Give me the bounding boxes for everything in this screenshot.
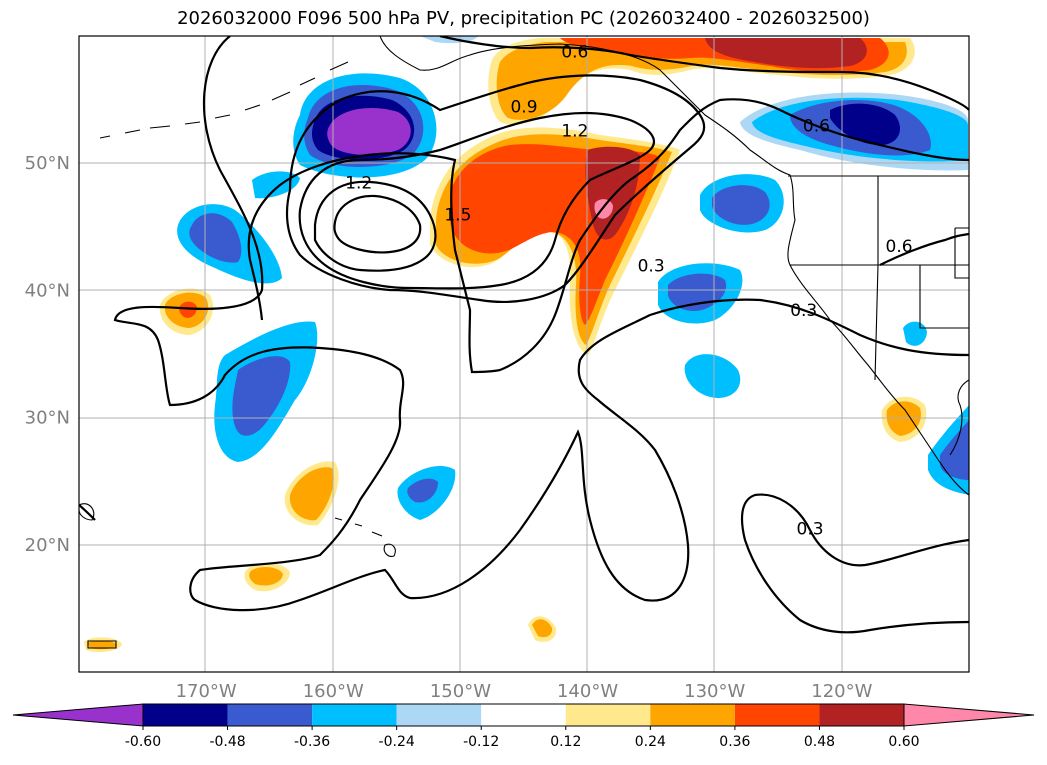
positive-precip-region	[532, 619, 553, 638]
longitude-label: 140°W	[557, 681, 618, 702]
negative-precip-region	[684, 354, 741, 398]
contour-label: 1.5	[444, 205, 471, 225]
colorbar-frame	[142, 703, 905, 727]
pv-contour-0.3	[113, 36, 969, 612]
colorbar-segment	[650, 704, 735, 726]
pv-contour-0.9	[285, 74, 706, 303]
longitude-label: 170°W	[176, 681, 237, 702]
negative-precip-region	[232, 356, 291, 436]
longitude-labels: 170°W 160°W 150°W 140°W 130°W 120°W	[176, 681, 873, 702]
positive-precip-region	[88, 640, 117, 650]
aleutian-islands	[99, 61, 349, 139]
longitude-label: 160°W	[303, 681, 364, 702]
pv-contour-0.6-east	[879, 232, 969, 266]
colorbar-tick-label: 0.48	[804, 734, 835, 750]
pv-contour-0.3-south	[740, 493, 969, 634]
contour-label: 0.3	[638, 256, 665, 276]
colorbar-tick-label: 0.24	[635, 734, 666, 750]
positive-precip-region	[179, 301, 197, 318]
coastlines	[79, 36, 969, 649]
negative-precip-region	[189, 213, 242, 263]
map-frame	[78, 35, 970, 673]
latitude-label: 20°N	[25, 535, 70, 556]
pv-contour-0.6	[247, 36, 969, 374]
negative-precip-region	[940, 420, 969, 480]
pv-contour-1.8	[333, 194, 422, 254]
colorbar-tick-label: -0.12	[463, 734, 499, 750]
colorbar-tick-label: -0.60	[125, 734, 161, 750]
pv-contour-1.5	[313, 180, 437, 272]
colorbar-tick-label: -0.24	[379, 734, 415, 750]
contour-label: 0.3	[790, 301, 817, 321]
contour-label: 0.6	[561, 43, 588, 63]
latitude-label: 40°N	[25, 280, 70, 301]
hawaii-islands	[334, 517, 396, 557]
map-area: 0.6 0.9 1.2 0.6 1.2 1.5 0.3 0.6 0.3 0.3	[79, 36, 969, 672]
contour-label: 1.2	[345, 174, 372, 194]
colorbar-extend-high	[903, 703, 1035, 727]
colorbar-extend-low	[12, 703, 144, 727]
contour-labels: 0.6 0.9 1.2 0.6 1.2 1.5 0.3 0.6 0.3 0.3	[345, 43, 913, 540]
island	[87, 640, 117, 649]
contour-label: 1.2	[561, 121, 588, 141]
north-america-coast	[379, 36, 969, 496]
island	[79, 503, 95, 521]
colorbar-segment	[481, 704, 566, 726]
negative-precip-region	[712, 185, 770, 225]
longitude-label: 120°W	[811, 681, 872, 702]
negative-precip-region	[830, 103, 900, 145]
us-state-border	[790, 176, 969, 381]
colorbar: -0.60 -0.48 -0.36 -0.24 -0.12 0.12 0.24 0.36 0.4…	[12, 703, 1035, 750]
longitude-label: 130°W	[684, 681, 745, 702]
contour-label: 0.3	[797, 520, 824, 540]
contour-label: 0.6	[803, 116, 830, 136]
precip-shading	[84, 36, 969, 652]
longitude-label: 150°W	[430, 681, 491, 702]
negative-precip-region	[407, 478, 438, 503]
positive-precip-region	[249, 566, 283, 586]
colorbar-segment	[819, 704, 904, 726]
colorbar-segment	[312, 704, 397, 726]
positive-precip-region	[886, 401, 921, 436]
colorbar-segment	[396, 704, 482, 726]
pv-contour-nw-loop	[79, 504, 96, 521]
colorbar-tick-label: 0.36	[719, 734, 750, 750]
colorbar-tick-label: -0.48	[209, 734, 245, 750]
latitude-label: 50°N	[25, 153, 70, 174]
negative-precip-region	[252, 171, 300, 199]
latitude-labels: 20°N 30°N 40°N 50°N	[25, 153, 70, 556]
colorbar-segment	[565, 704, 651, 726]
colorbar-segment	[734, 704, 820, 726]
latitude-label: 30°N	[25, 408, 70, 429]
pv-contour-1.2	[298, 111, 655, 290]
negative-precip-region	[327, 108, 411, 155]
map-title: 2026032000 F096 500 hPa PV, precipitatio…	[177, 8, 870, 29]
positive-precip-region	[705, 38, 867, 69]
colorbar-tick-label: 0.60	[888, 734, 919, 750]
contour-label: 0.9	[510, 97, 537, 117]
baja-coast	[949, 379, 969, 456]
contour-label: 0.6	[886, 237, 913, 257]
colorbar-tick-label: -0.36	[294, 734, 330, 750]
colorbar-segment	[227, 704, 313, 726]
colorbar-tick-label: 0.12	[550, 734, 581, 750]
positive-precip-region	[289, 467, 334, 521]
pv-contours	[79, 36, 969, 634]
colorbar-segment	[143, 704, 228, 726]
